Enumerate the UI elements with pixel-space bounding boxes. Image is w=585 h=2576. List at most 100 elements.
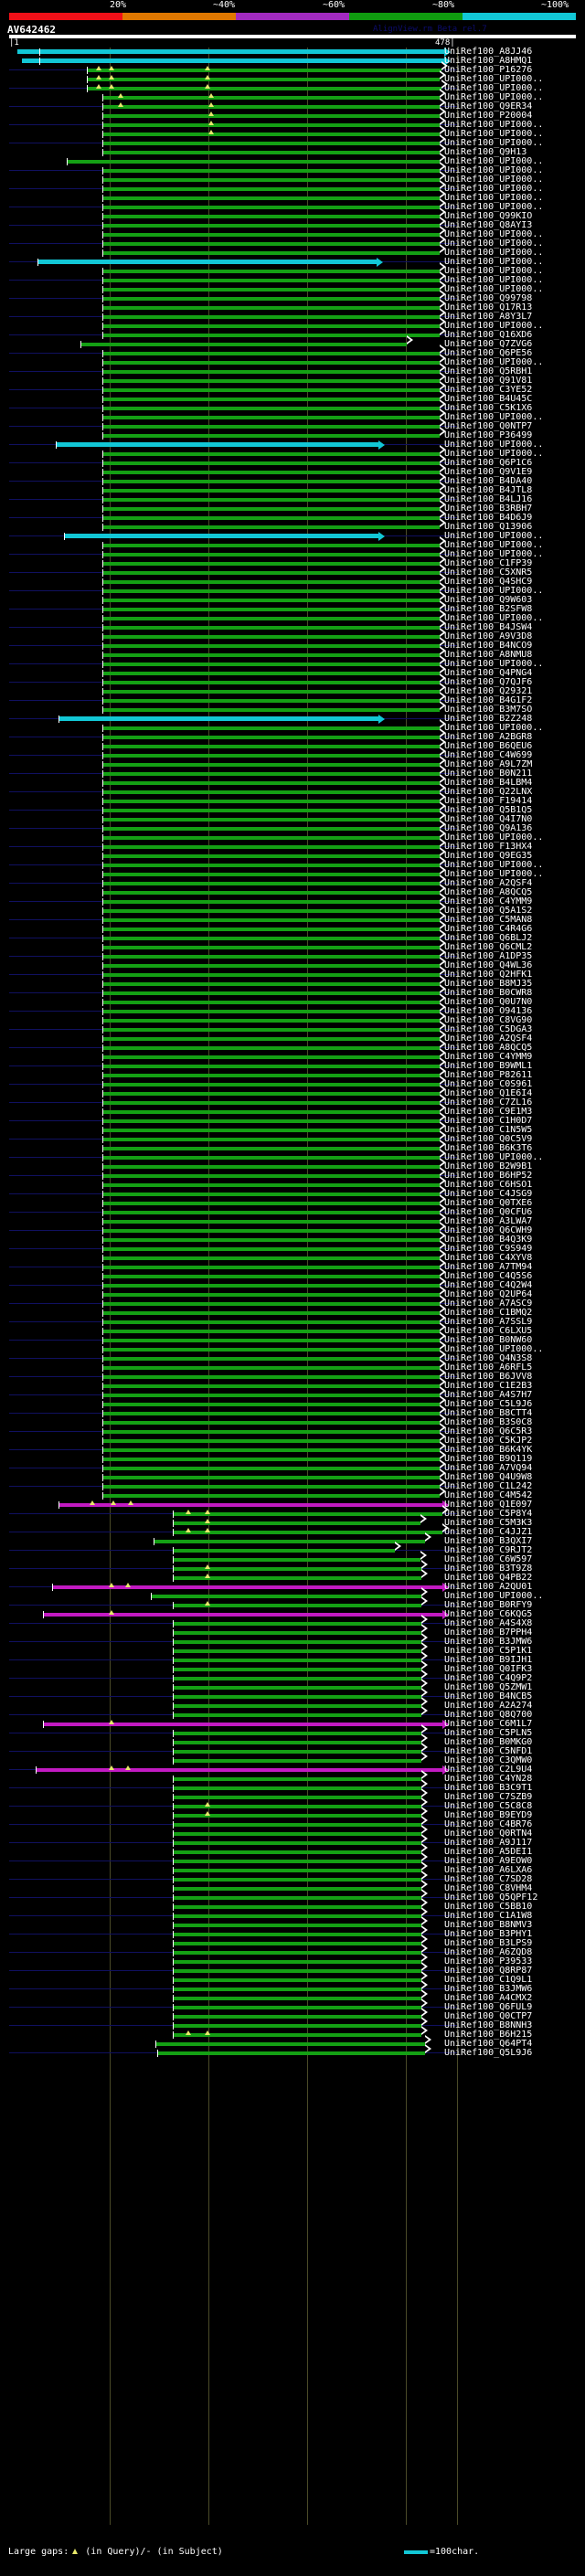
subject-label[interactable]: UniRef100_B4Q3K9 (444, 1235, 533, 1245)
hsp-bar[interactable] (173, 1704, 422, 1708)
subject-label[interactable]: UniRef100_A7ASC9 (444, 1299, 533, 1309)
alignment-row[interactable]: UniRef100_C6KQG5 (0, 1609, 585, 1619)
hsp-bar[interactable] (173, 1951, 422, 1955)
hsp-bar[interactable] (156, 2042, 426, 2046)
alignment-row[interactable]: UniRef100_UPI000.. (0, 829, 585, 843)
alignment-row[interactable]: UniRef100_C5BB10 (0, 1898, 585, 1912)
alignment-row[interactable]: UniRef100_Q2UP64 (0, 1286, 585, 1299)
subject-label[interactable]: UniRef100_A9EOW0 (444, 1856, 533, 1866)
hsp-bar[interactable] (102, 836, 440, 840)
hsp-bar[interactable] (102, 955, 440, 959)
alignment-row[interactable]: UniRef100_B3S0C8 (0, 1414, 585, 1427)
subject-label[interactable]: UniRef100_UPI000.. (444, 549, 544, 559)
subject-label[interactable]: UniRef100_Q7ZVG6 (444, 339, 533, 349)
subject-label[interactable]: UniRef100_UPI000.. (444, 869, 544, 879)
subject-label[interactable]: UniRef100_UPI000.. (444, 184, 544, 194)
subject-label[interactable]: UniRef100_C4R4G6 (444, 924, 533, 934)
hsp-bar[interactable] (173, 1741, 422, 1744)
alignment-row[interactable]: UniRef100_Q9W603 (0, 591, 585, 605)
alignment-row[interactable]: UniRef100_C0S961 (0, 1076, 585, 1089)
subject-label[interactable]: UniRef100_B0CWR8 (444, 988, 533, 998)
hsp-bar[interactable] (102, 1348, 440, 1352)
hsp-bar[interactable] (102, 1174, 440, 1178)
subject-label[interactable]: UniRef100_Q0TXE6 (444, 1198, 533, 1208)
subject-label[interactable]: UniRef100_C4Q5S6 (444, 1271, 533, 1281)
alignment-row[interactable]: UniRef100_Q2HFK1 (0, 966, 585, 980)
alignment-row[interactable]: UniRef100_Q0U7N0 (0, 993, 585, 1007)
alignment-row[interactable]: UniRef100_C1Q9L1 (0, 1971, 585, 1985)
alignment-row[interactable]: UniRef100_A6LXA6 (0, 1861, 585, 1875)
alignment-row[interactable]: UniRef100_A9V3D8 (0, 628, 585, 641)
subject-label[interactable]: UniRef100_C4Q2W4 (444, 1280, 533, 1290)
hsp-bar[interactable] (102, 882, 440, 885)
subject-label[interactable]: UniRef100_C1A1W8 (444, 1911, 533, 1921)
alignment-row[interactable]: UniRef100_A8Y3L7 (0, 308, 585, 322)
subject-label[interactable]: UniRef100_Q4WL36 (444, 960, 533, 970)
hsp-bar[interactable] (88, 87, 441, 90)
hsp-bar[interactable] (173, 1841, 422, 1845)
hsp-bar[interactable] (102, 1065, 440, 1068)
alignment-row[interactable]: UniRef100_C9S949 (0, 1240, 585, 1254)
subject-label[interactable]: UniRef100_Q22LNX (444, 787, 533, 797)
subject-label[interactable]: UniRef100_UPI000.. (444, 531, 544, 541)
hsp-bar[interactable] (102, 754, 440, 758)
alignment-row[interactable]: UniRef100_C2L9U4 (0, 1765, 585, 1775)
subject-label[interactable]: UniRef100_Q5QPF12 (444, 1892, 538, 1903)
hsp-bar[interactable] (88, 69, 441, 72)
subject-label[interactable]: UniRef100_F13HX4 (444, 842, 533, 852)
subject-label[interactable]: UniRef100_Q6P1C6 (444, 458, 533, 468)
alignment-row[interactable]: UniRef100_B0CWR8 (0, 984, 585, 998)
hsp-bar[interactable] (102, 599, 440, 602)
hsp-bar[interactable] (173, 1978, 422, 1982)
hsp-bar[interactable] (102, 1293, 440, 1297)
alignment-row[interactable]: UniRef100_Q0C5V9 (0, 1130, 585, 1144)
hsp-bar[interactable] (173, 1777, 422, 1781)
subject-label[interactable]: UniRef100_B4JSW4 (444, 622, 533, 632)
alignment-row[interactable]: UniRef100_C7ZL16 (0, 1094, 585, 1108)
hsp-bar[interactable] (102, 964, 440, 968)
subject-label[interactable]: UniRef100_C4YMM9 (444, 1052, 533, 1062)
subject-label[interactable]: UniRef100_P36499 (444, 430, 533, 440)
subject-label[interactable]: UniRef100_UPI000.. (444, 832, 544, 843)
subject-label[interactable]: UniRef100_C1N5W5 (444, 1125, 533, 1135)
subject-label[interactable]: UniRef100_B2SFW8 (444, 604, 533, 614)
subject-label[interactable]: UniRef100_A2QU01 (444, 1582, 533, 1592)
subject-label[interactable]: UniRef100_C3YE52 (444, 385, 533, 395)
subject-label[interactable]: UniRef100_UPI000.. (444, 266, 544, 276)
alignment-row[interactable]: UniRef100_UPI000.. (0, 257, 585, 267)
subject-label[interactable]: UniRef100_B6QEU6 (444, 741, 533, 751)
subject-label[interactable]: UniRef100_A6ZQD8 (444, 1947, 533, 1957)
hsp-bar[interactable] (102, 690, 440, 694)
subject-label[interactable]: UniRef100_A7SSL9 (444, 1317, 533, 1327)
subject-label[interactable]: UniRef100_B3JMW6 (444, 1984, 533, 1994)
alignment-row[interactable]: UniRef100_B2SFW8 (0, 600, 585, 614)
hsp-bar[interactable] (102, 900, 440, 904)
hsp-bar[interactable] (102, 196, 440, 200)
alignment-row[interactable]: UniRef100_C4YN28 (0, 1770, 585, 1784)
hsp-bar[interactable] (173, 1750, 422, 1754)
alignment-row[interactable]: UniRef100_B4G1F2 (0, 692, 585, 705)
alignment-row[interactable]: UniRef100_Q4N3S8 (0, 1350, 585, 1363)
subject-label[interactable]: UniRef100_B3RBH7 (444, 504, 533, 514)
hsp-bar[interactable] (173, 2024, 422, 2028)
alignment-row[interactable]: UniRef100_Q4U9W8 (0, 1468, 585, 1482)
alignment-row[interactable]: UniRef100_C5P1K1 (0, 1642, 585, 1656)
alignment-row[interactable]: UniRef100_Q4PB22 (0, 1569, 585, 1583)
alignment-row[interactable]: UniRef100_Q91V81 (0, 372, 585, 386)
subject-label[interactable]: UniRef100_Q4PB22 (444, 1573, 533, 1583)
hsp-bar[interactable] (102, 1110, 440, 1114)
alignment-row[interactable]: UniRef100_Q9H13 (0, 143, 585, 157)
subject-label[interactable]: UniRef100_Q6BLJ2 (444, 933, 533, 943)
hsp-bar[interactable] (102, 169, 440, 173)
subject-label[interactable]: UniRef100_C6KQG5 (444, 1609, 533, 1619)
hsp-bar[interactable] (102, 626, 440, 630)
alignment-row[interactable]: UniRef100_B9WML1 (0, 1057, 585, 1071)
hsp-bar[interactable] (102, 653, 440, 657)
alignment-row[interactable]: UniRef100_A5DEI1 (0, 1843, 585, 1857)
subject-label[interactable]: UniRef100_Q5RBH1 (444, 366, 533, 376)
hsp-bar[interactable] (57, 442, 378, 447)
subject-label[interactable]: UniRef100_C4BR76 (444, 1819, 533, 1829)
hsp-bar[interactable] (53, 1585, 442, 1589)
alignment-row[interactable]: UniRef100_Q29321 (0, 683, 585, 696)
subject-label[interactable]: UniRef100_C6HSO1 (444, 1180, 533, 1190)
